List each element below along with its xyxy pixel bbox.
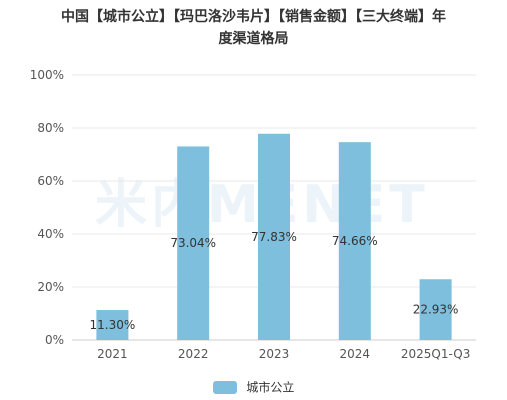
x-tick-label: 2024 bbox=[340, 347, 371, 361]
x-tick-label: 2025Q1-Q3 bbox=[401, 347, 470, 361]
data-label: 77.83% bbox=[251, 230, 297, 244]
chart-title-line-2: 度渠道格局 bbox=[218, 31, 289, 47]
data-label: 22.93% bbox=[413, 303, 459, 317]
bar-2023[interactable] bbox=[258, 133, 290, 340]
y-tick-label: 0% bbox=[45, 333, 64, 347]
legend-label: 城市公立 bbox=[246, 380, 295, 395]
bars bbox=[96, 133, 452, 340]
legend-swatch bbox=[212, 381, 237, 394]
x-tick-label: 2021 bbox=[97, 347, 128, 361]
bar-2021[interactable] bbox=[96, 310, 129, 340]
x-tick-label: 2023 bbox=[259, 347, 290, 361]
chart-title: 中国【城市公立】【玛巴洛沙韦片】【销售金额】【三大终端】年 度渠道格局 bbox=[0, 6, 507, 50]
y-tick-label: 100% bbox=[30, 68, 64, 82]
y-tick-label: 20% bbox=[37, 280, 64, 294]
bar-2024[interactable] bbox=[338, 142, 371, 340]
data-label: 73.04% bbox=[170, 236, 216, 250]
y-tick-label: 60% bbox=[37, 174, 64, 188]
x-axis-ticks: 2021 2022 2023 2024 2025Q1-Q3 bbox=[97, 347, 470, 361]
data-label: 11.30% bbox=[90, 318, 136, 332]
y-axis-ticks: 0% 20% 40% 60% 80% 100% bbox=[30, 68, 64, 347]
bar-2022[interactable] bbox=[177, 146, 210, 340]
y-tick-label: 40% bbox=[37, 227, 64, 241]
y-tick-label: 80% bbox=[37, 121, 64, 135]
data-label: 74.66% bbox=[332, 234, 378, 248]
chart-legend[interactable]: 城市公立 bbox=[0, 380, 507, 395]
chart-title-line-1: 中国【城市公立】【玛巴洛沙韦片】【销售金额】【三大终端】年 bbox=[61, 9, 446, 25]
x-tick-label: 2022 bbox=[178, 347, 209, 361]
bar-2025Q1-Q3[interactable] bbox=[419, 279, 452, 340]
data-labels: 11.30% 73.04% 77.83% 74.66% 22.93% bbox=[90, 230, 459, 332]
